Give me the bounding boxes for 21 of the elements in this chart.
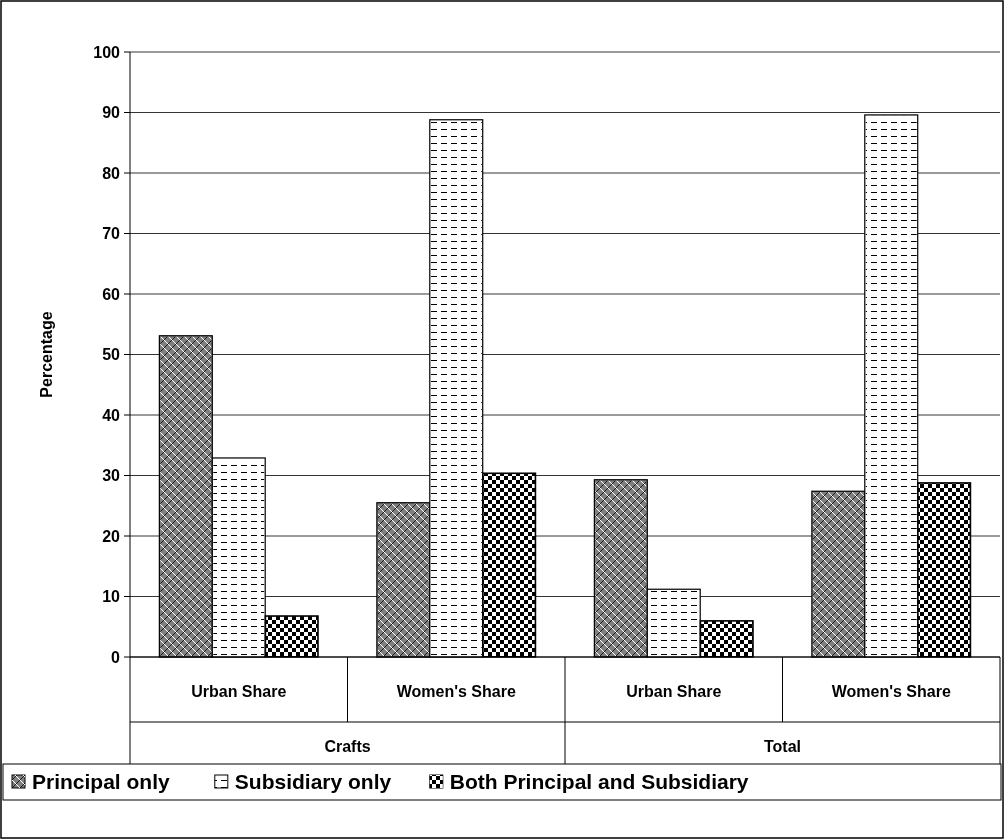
text: Total bbox=[763, 738, 802, 755]
legend-label: Principal only bbox=[32, 770, 171, 794]
y-tick-label: 20 bbox=[102, 527, 121, 545]
y-tick-label: 30 bbox=[102, 467, 121, 485]
x-tick-label: Urban Share bbox=[626, 683, 722, 700]
x-tick-label: Women's Share bbox=[396, 683, 516, 700]
x-tick-label: Urban Share bbox=[191, 683, 287, 700]
x-tick-label: Women's Share bbox=[831, 683, 951, 700]
y-axis-title: Percentage bbox=[38, 311, 55, 398]
text: Crafts bbox=[324, 738, 371, 755]
y-tick-label: 0 bbox=[111, 648, 121, 666]
y-tick-label: 90 bbox=[102, 104, 121, 122]
legend-label: Subsidiary only bbox=[234, 770, 392, 794]
y-tick-label: 80 bbox=[102, 164, 121, 182]
y-tick-label: 10 bbox=[102, 588, 121, 606]
legend-label: Both Principal and Subsidiary bbox=[449, 770, 749, 794]
y-tick-label: 60 bbox=[102, 285, 121, 303]
y-tick-label: 70 bbox=[102, 225, 121, 243]
y-tick-label: 100 bbox=[93, 43, 121, 61]
y-tick-label: 50 bbox=[102, 346, 121, 364]
y-tick-label: 40 bbox=[102, 406, 121, 424]
